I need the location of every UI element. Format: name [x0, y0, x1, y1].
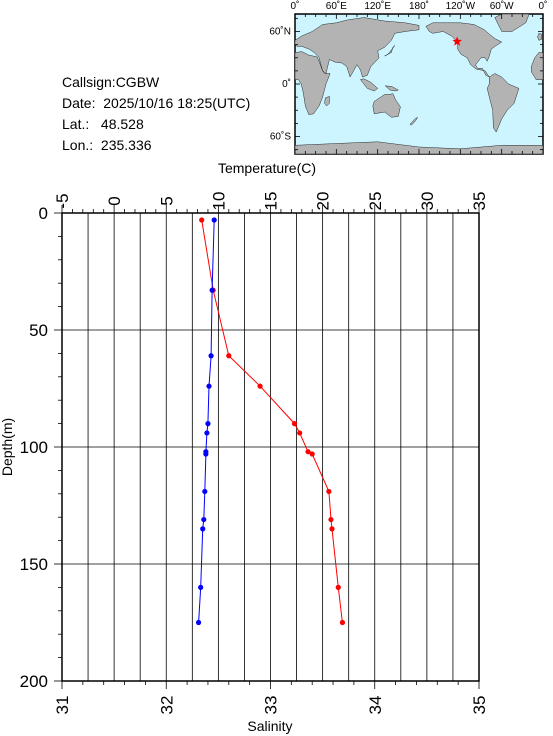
new-zealand-land [409, 117, 418, 126]
salinity-data-point [202, 488, 208, 495]
map-lat-tick-label: 60˚N [269, 26, 291, 38]
temperature-tick-label: 25 [366, 192, 385, 211]
indonesia-land [360, 78, 379, 92]
map-land [294, 13, 544, 155]
greenland-land [494, 13, 530, 32]
salinity-tick-label: 34 [366, 696, 385, 715]
depth-tick-label: 0 [39, 204, 48, 223]
temperature-tick-label: 20 [314, 192, 333, 211]
callsign-text: Callsign:CGBW [62, 74, 160, 90]
temperature-tick-label: 10 [209, 192, 228, 211]
temperature-data-point [305, 449, 311, 455]
station-info: Callsign:CGBW Date: 2025/10/16 18:25(UTC… [62, 72, 250, 156]
temperature-data-point [309, 451, 315, 457]
temperature-data-point [226, 353, 232, 359]
plot-frame [61, 212, 480, 682]
temperature-tick-label: 15 [262, 192, 281, 211]
depth-axis-title: Depth(m) [0, 418, 15, 476]
map-lon-tick-label: 120˚E [364, 0, 391, 12]
temperature-data-point [339, 619, 346, 626]
temperature-data-point [328, 516, 334, 523]
salinity-data-point [206, 383, 212, 389]
map-lat-tick-label: 60˚S [270, 131, 291, 143]
salinity-tick-label: 32 [157, 696, 176, 715]
salinity-data-point [208, 353, 214, 359]
salinity-data-point [211, 217, 217, 223]
station-marker-icon [452, 36, 462, 46]
salinity-tick-label: 33 [262, 696, 281, 715]
salinity-axis-title: Salinity [247, 718, 292, 734]
temperature-profile-line [201, 219, 343, 623]
map-lon-tick-label: 0˚ [539, 0, 548, 12]
africa-land [294, 51, 331, 115]
new-guinea-land [384, 85, 399, 92]
map-lon-tick-label: 60˚E [326, 0, 347, 12]
location-map: 0˚ 60˚E 120˚E 180˚ 120˚W 60˚W 0˚ 60˚N 0˚ 60˚S [269, 0, 548, 155]
temperature-data-point [329, 526, 335, 532]
madagascar-land [324, 96, 330, 107]
japan-land [384, 45, 396, 57]
map-frame-ticks [294, 14, 544, 154]
temperature-tick-label: 30 [418, 192, 437, 211]
salinity-data-point [203, 451, 209, 457]
map-lon-tick-label: 180˚ [409, 0, 429, 12]
depth-tick-label: 200 [20, 672, 48, 691]
africa-west-land [531, 52, 544, 80]
temperature-tick-label: -5 [53, 193, 72, 208]
map-lat-tick-label: 0˚ [282, 78, 291, 90]
chart-grid [61, 212, 480, 682]
temperature-data-point [291, 421, 298, 427]
map-lon-tick-label: 120˚W [446, 0, 476, 12]
uk-land [537, 33, 542, 41]
map-lon-tick-label: 0˚ [291, 0, 300, 12]
temperature-data-point [199, 217, 205, 223]
temperature-tick-label: 5 [157, 196, 176, 205]
map-lon-tick-label: 60˚W [490, 0, 514, 12]
salinity-data-point [204, 430, 210, 436]
salinity-tick-label: 31 [53, 696, 72, 715]
salinity-data-point [209, 287, 215, 293]
depth-tick-label: 150 [20, 555, 48, 574]
salinity-data-point [205, 421, 211, 427]
temperature-tick-label: 35 [470, 192, 489, 211]
latitude-text: Lat.: 48.528 [62, 116, 144, 132]
salinity-data-point [195, 619, 202, 626]
temperature-data-point [326, 488, 332, 495]
temperature-data-point [297, 430, 303, 436]
date-text: Date: 2025/10/16 18:25(UTC) [62, 95, 251, 111]
salinity-data-point [198, 584, 204, 591]
longitude-text: Lon.: 235.336 [62, 137, 152, 153]
salinity-data-point [201, 516, 207, 523]
salinity-tick-label: 35 [470, 696, 489, 715]
europe-land [294, 17, 420, 78]
south-america-land [486, 73, 520, 133]
australia-land [372, 93, 401, 118]
temperature-data-point [257, 383, 263, 389]
temperature-data-point [335, 584, 341, 591]
depth-tick-label: 100 [20, 438, 48, 457]
temperature-tick-label: 0 [105, 196, 124, 205]
temperature-axis-title: Temperature(C) [218, 160, 316, 176]
salinity-data-point [200, 526, 206, 532]
depth-tick-label: 50 [29, 321, 48, 340]
